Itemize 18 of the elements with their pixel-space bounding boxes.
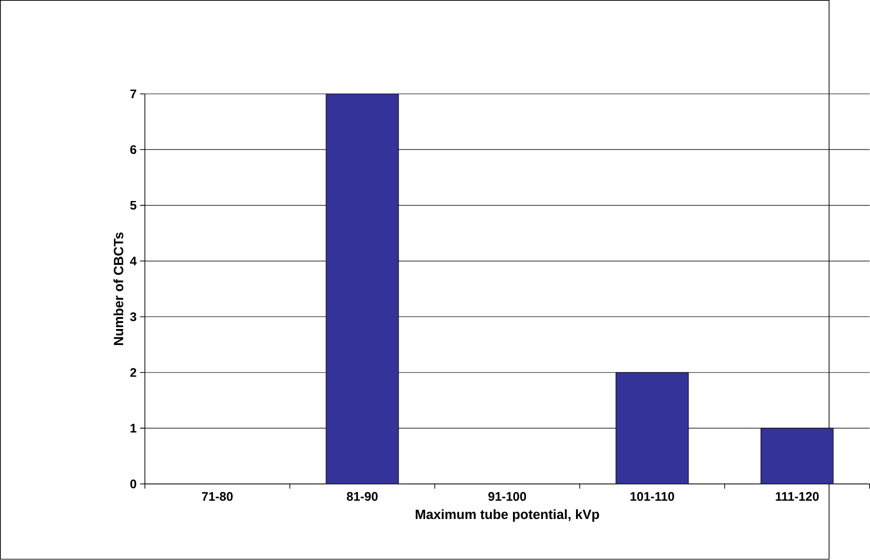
y-tick-label: 0 bbox=[130, 480, 136, 488]
y-axis-title: Number of CBCTs bbox=[113, 232, 124, 346]
y-tick-label: 2 bbox=[130, 368, 136, 378]
y-tick-label: 5 bbox=[130, 201, 136, 210]
y-tick-label: 6 bbox=[130, 145, 136, 154]
x-tick-label: 101-110 bbox=[630, 492, 674, 502]
bar bbox=[326, 94, 399, 484]
y-tick-label: 7 bbox=[130, 90, 136, 98]
x-tick-label: 111-120 bbox=[776, 492, 819, 502]
x-tick-label: 81-90 bbox=[346, 492, 378, 502]
y-tick-label: 4 bbox=[130, 256, 137, 266]
y-tick-label: 3 bbox=[130, 312, 136, 322]
bar bbox=[616, 372, 689, 484]
x-tick-label: 91-100 bbox=[488, 492, 526, 502]
bar bbox=[760, 428, 834, 484]
x-axis-title: Maximum tube potential, kVp bbox=[416, 509, 600, 522]
y-tick-label: 1 bbox=[130, 424, 136, 433]
x-tick-label: 71-80 bbox=[202, 492, 233, 502]
